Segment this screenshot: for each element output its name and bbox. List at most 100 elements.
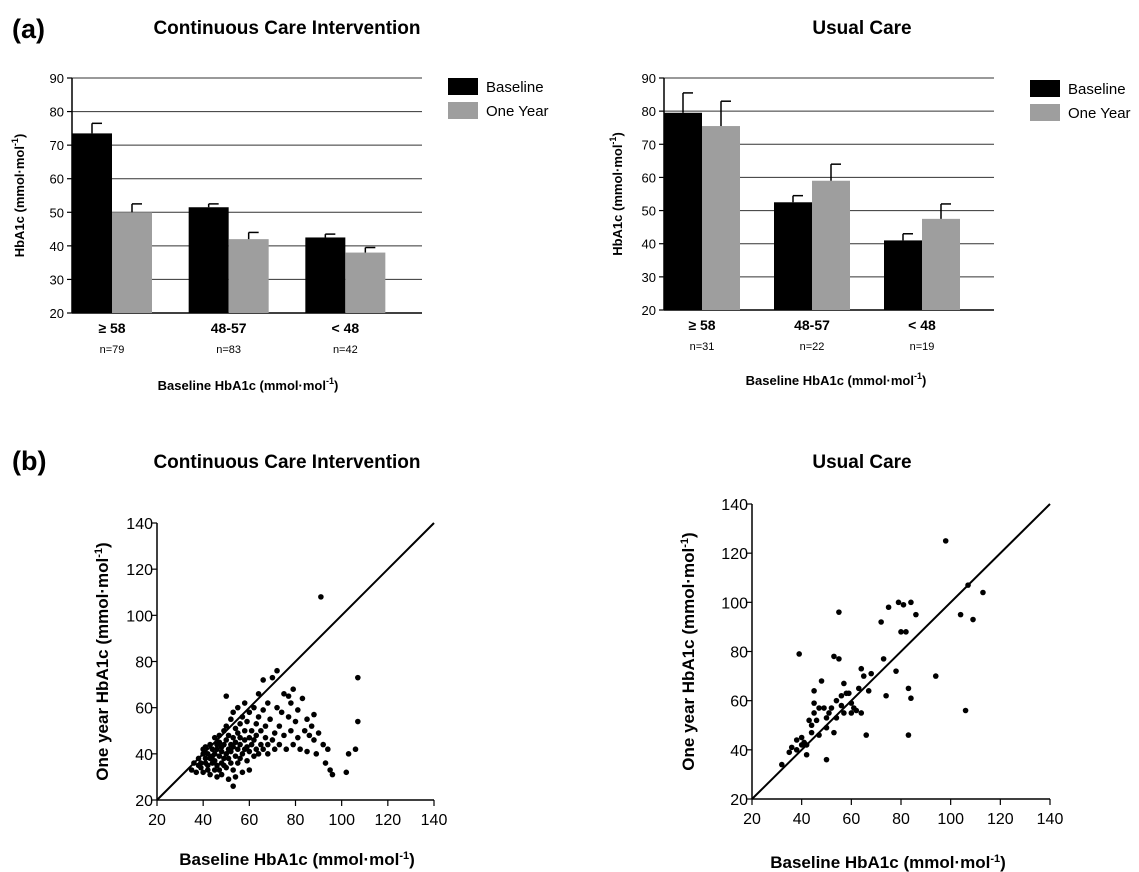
data-point [207,741,213,748]
data-point [329,771,336,778]
data-point [253,746,260,753]
x-axis-label-sup: -1 [990,853,1000,865]
data-point [322,760,329,766]
data-point [214,774,220,780]
data-point [230,767,236,773]
data-point [265,751,271,757]
data-point [325,746,331,753]
data-point [230,783,236,789]
data-point [311,711,317,718]
bar-baseline [884,240,922,310]
y-tick-label: 40 [135,747,153,764]
data-point [833,715,840,721]
data-point [239,769,246,776]
y-tick-label: 20 [50,306,64,321]
data-point [258,741,264,748]
x-axis-label-end: ) [1000,853,1006,872]
data-point [808,722,815,729]
data-point [237,734,243,741]
data-point [204,751,211,757]
data-point [237,721,243,727]
data-point [214,746,220,753]
data-point [216,739,223,746]
x-tick-label: 60 [240,812,258,829]
bar-chart-usual-care: Usual Care 20 30 40 50 60 70 80 90 ≥ 58 n=31 48-57 n… [608,18,1131,388]
data-point [304,748,310,755]
data-point [831,653,837,660]
y-tick-label: 80 [642,104,656,119]
data-point [255,714,262,720]
data-point [214,762,220,769]
x-axis-label-sup: -1 [326,376,334,386]
data-point [200,751,206,757]
y-tick-label: 80 [730,645,748,662]
data-point [225,776,232,783]
data-point [880,656,887,662]
y-tick-label: 120 [721,546,748,563]
data-point [281,732,287,739]
x-axis-label-main: Baseline HbA1c (mmol·mol [179,850,399,869]
data-point [237,755,243,762]
data-point [285,714,292,720]
x-tick-label: 120 [987,811,1014,828]
data-point [806,717,812,724]
x-axis-label-main: Baseline HbA1c (mmol·mol [770,853,990,872]
data-point [251,704,257,711]
data-point [221,755,227,762]
data-point [216,732,223,739]
y-axis-label: One year HbA1c (mmol·mol-1) [679,532,698,770]
y-axis-label-end: ) [610,132,625,136]
data-point [241,700,248,706]
data-point [315,730,322,736]
data-point [823,724,830,731]
data-point [260,677,266,683]
data-point [295,707,301,713]
data-point [225,755,232,762]
data-point [788,744,795,751]
identity-line [751,503,1051,800]
data-point [253,732,260,739]
y-tick-label: 100 [126,608,153,625]
bar-one-year [702,126,740,310]
data-point [195,755,202,762]
data-point [816,732,822,738]
data-point [288,700,294,706]
data-point [202,744,209,750]
bar-chart-continuous-care: Continuous Care Intervention 20 30 40 50 60 70… [10,18,549,393]
data-point [204,762,211,769]
data-point [267,716,273,723]
data-point [207,771,213,778]
n-label: n=42 [333,344,358,356]
data-point [269,737,276,743]
data-point [232,739,239,746]
data-point [905,732,912,738]
data-point [283,746,290,753]
data-point [826,710,832,716]
data-point [903,629,909,635]
data-point [352,746,359,753]
data-point [838,692,845,699]
data-point [962,707,969,714]
data-point [278,709,285,716]
legend-label: One Year [1068,105,1131,122]
data-point [980,589,986,596]
data-point [836,656,842,662]
y-tick-label: 120 [126,562,153,579]
data-point [223,751,230,757]
data-point [191,760,197,766]
data-point [274,667,280,674]
data-point [808,729,815,736]
data-point [188,767,195,773]
data-point [292,718,299,725]
data-point [318,594,324,600]
data-point [855,685,862,692]
data-point [211,757,218,764]
data-point [198,764,204,771]
data-point [355,674,361,681]
data-point [860,673,867,679]
data-point [320,741,327,748]
y-axis-label-main: One year HbA1c (mmol·mol [679,548,698,771]
data-point [848,700,855,706]
y-tick-label: 20 [642,303,656,318]
